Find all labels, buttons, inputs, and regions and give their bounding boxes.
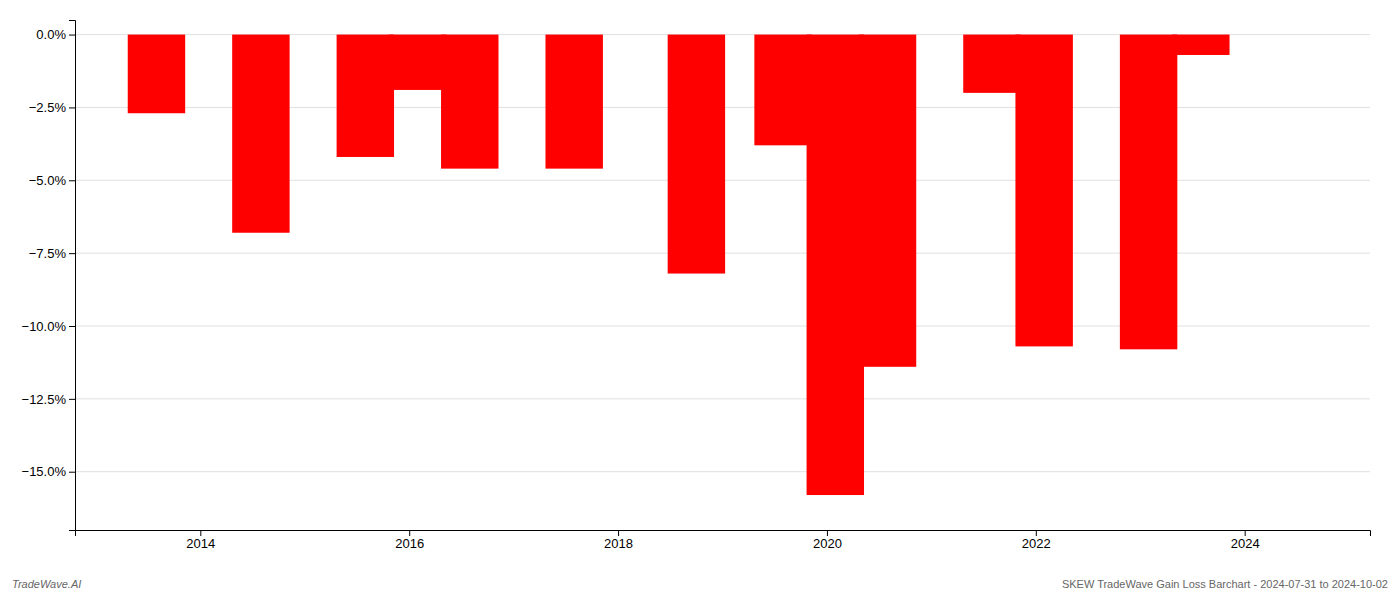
tick-label: 2018 (604, 536, 633, 551)
bar (128, 35, 185, 114)
tick-mark (69, 107, 75, 108)
tick-mark (69, 35, 75, 36)
bar (441, 35, 498, 169)
tick-mark (409, 530, 410, 536)
tick-mark (69, 326, 75, 327)
footer-left: TradeWave.AI (12, 578, 81, 590)
grid-line (75, 398, 1370, 399)
tick-label: −2.5% (29, 100, 67, 115)
y-tick: −5.0% (29, 173, 75, 188)
tick-mark (1245, 530, 1246, 536)
tick-mark (200, 530, 201, 536)
bar (337, 35, 394, 157)
tick-label: 2022 (1022, 536, 1051, 551)
bar (389, 35, 446, 90)
plot: 2014 2016 2018 2020 2022 2024 0.0% −2.5% −5.0% −7… (22, 21, 1371, 552)
x-tick: 2014 (186, 530, 215, 551)
bar (232, 35, 289, 233)
y-tick: −2.5% (29, 100, 75, 115)
tick-mark (1036, 530, 1037, 536)
bar (1015, 35, 1072, 347)
tick-mark (69, 253, 75, 254)
tick-label: −15.0% (22, 464, 67, 479)
bar (859, 35, 916, 367)
x-tick: 2018 (604, 530, 633, 551)
tick-label: 0.0% (36, 27, 66, 42)
grid-line (75, 471, 1370, 472)
bar (545, 35, 602, 169)
bar (1120, 35, 1177, 350)
tick-label: −10.0% (22, 319, 67, 334)
x-axis: 2014 2016 2018 2020 2022 2024 (76, 530, 1371, 551)
tick-label: −5.0% (29, 173, 67, 188)
bar (668, 35, 725, 274)
chart: 2014 2016 2018 2020 2022 2024 0.0% −2.5% −5.0% −7… (0, 0, 1400, 600)
tick-label: 2020 (813, 536, 842, 551)
axis-line (69, 21, 76, 531)
tick-mark (69, 399, 75, 400)
y-axis: 0.0% −2.5% −5.0% −7.5% −10.0% −12.5% −15.0% (22, 21, 76, 531)
bars (128, 35, 1230, 495)
y-tick: −15.0% (22, 464, 75, 479)
bar (807, 35, 864, 495)
axis-line (76, 531, 1371, 537)
grid (75, 35, 1370, 472)
y-tick: −10.0% (22, 319, 75, 334)
bar (754, 35, 811, 146)
tick-label: 2016 (395, 536, 424, 551)
tick-mark (69, 180, 75, 181)
footer-right: SKEW TradeWave Gain Loss Barchart - 2024… (1062, 578, 1388, 590)
tick-mark (618, 530, 619, 536)
x-tick: 2016 (395, 530, 424, 551)
tick-mark (827, 530, 828, 536)
y-tick: −7.5% (29, 246, 75, 261)
x-tick: 2024 (1231, 530, 1260, 551)
y-tick: −12.5% (22, 392, 75, 407)
tick-label: 2024 (1231, 536, 1260, 551)
x-tick: 2020 (813, 530, 842, 551)
tick-label: −7.5% (29, 246, 67, 261)
y-tick: 0.0% (36, 27, 75, 42)
tick-label: −12.5% (22, 392, 67, 407)
tick-label: 2014 (186, 536, 215, 551)
x-tick: 2022 (1022, 530, 1051, 551)
bar (1172, 35, 1229, 55)
bar (963, 35, 1020, 93)
tick-mark (69, 472, 75, 473)
